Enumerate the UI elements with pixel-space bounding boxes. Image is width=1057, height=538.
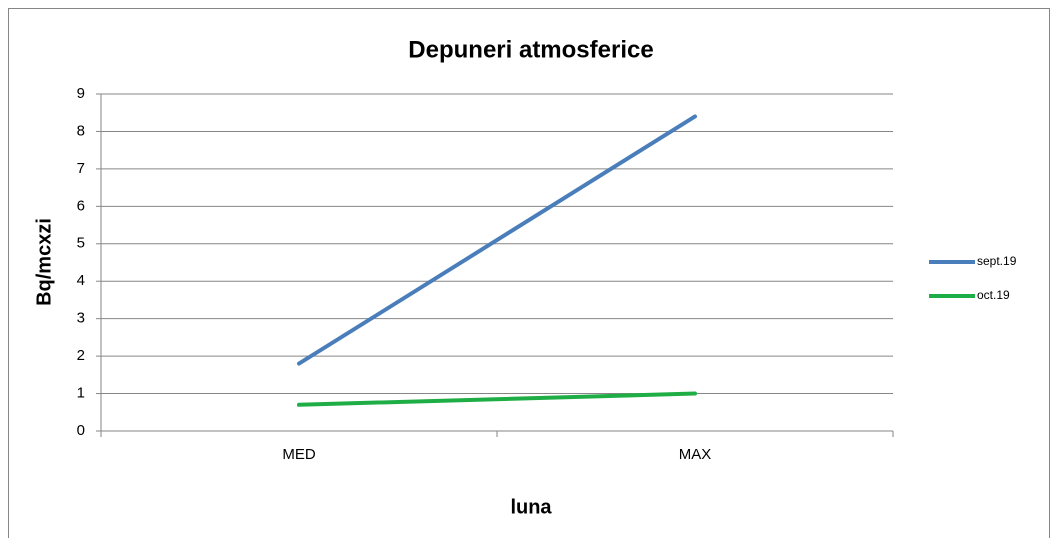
- y-tick-label: 0: [77, 422, 85, 439]
- data-line: [297, 391, 697, 407]
- chart-border: [8, 8, 1050, 538]
- y-tick-label: 2: [77, 347, 85, 364]
- y-tick-label: 1: [77, 385, 85, 402]
- x-tick-label: MED: [282, 446, 316, 463]
- chart-title: Depuneri atmosferice: [408, 36, 653, 63]
- y-tick-label: 5: [77, 235, 85, 252]
- data-line: [297, 114, 697, 366]
- legend-label: sept.19: [977, 254, 1017, 268]
- legend-label: oct.19: [977, 288, 1010, 302]
- x-axis-label: luna: [510, 496, 552, 518]
- y-tick-label: 4: [77, 272, 85, 289]
- y-tick-label: 7: [77, 160, 85, 177]
- y-axis-label: Bq/mcxzi: [33, 218, 55, 306]
- y-tick-label: 8: [77, 122, 85, 139]
- x-tick-label: MAX: [679, 446, 712, 463]
- y-tick-label: 6: [77, 197, 85, 214]
- y-tick-label: 3: [77, 310, 85, 327]
- y-tick-label: 9: [77, 85, 85, 102]
